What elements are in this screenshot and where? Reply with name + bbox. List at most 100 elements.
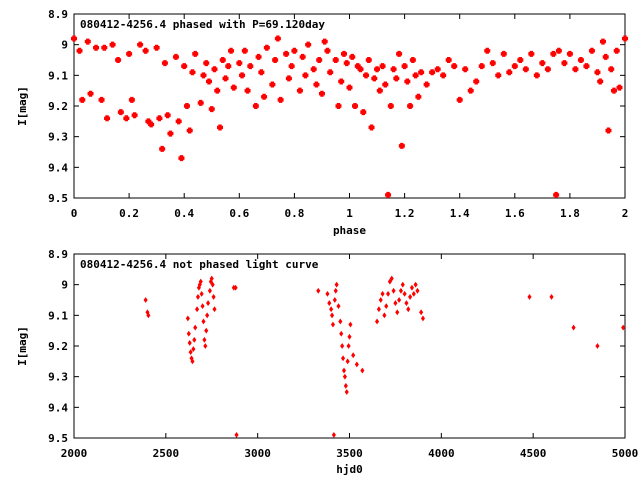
data-point: [385, 191, 392, 198]
data-point: [354, 361, 359, 368]
x-tick-label: 4000: [428, 447, 455, 460]
data-point: [329, 306, 334, 313]
data-point: [321, 38, 328, 45]
data-point: [544, 66, 551, 73]
data-point: [161, 60, 168, 67]
data-point: [374, 66, 381, 73]
x-tick-label: 1.8: [560, 207, 580, 220]
data-point: [550, 50, 557, 57]
data-point: [605, 127, 612, 134]
data-point: [478, 63, 485, 70]
data-point: [204, 327, 209, 334]
x-tick-label: 0.2: [119, 207, 139, 220]
data-point: [167, 130, 174, 137]
data-point: [393, 300, 398, 306]
data-point: [571, 324, 576, 331]
data-point: [382, 81, 389, 88]
data-point: [577, 57, 584, 63]
data-point: [340, 343, 345, 349]
data-point: [393, 75, 400, 82]
data-point: [368, 124, 375, 131]
data-point: [352, 103, 359, 109]
x-tick-label: 0.4: [174, 207, 194, 220]
data-point: [363, 72, 370, 79]
data-point: [402, 290, 407, 297]
data-point: [413, 281, 418, 288]
data-point: [376, 87, 383, 94]
data-point: [200, 303, 205, 310]
y-axis-label: I[mag]: [16, 326, 29, 366]
data-point: [343, 382, 348, 389]
data-point: [599, 38, 606, 45]
data-point: [539, 60, 546, 67]
y-tick-label: 9.1: [48, 69, 68, 82]
x-tick-label: 2: [622, 207, 629, 220]
data-point: [495, 72, 502, 79]
data-point: [186, 127, 193, 134]
data-point: [429, 69, 436, 76]
data-point: [412, 72, 419, 79]
data-point: [325, 290, 330, 297]
data-point: [197, 99, 204, 106]
data-point: [241, 47, 248, 54]
data-point: [500, 50, 507, 57]
data-point: [382, 312, 387, 319]
data-point: [164, 112, 171, 119]
y-tick-label: 9.3: [48, 371, 68, 384]
data-point: [371, 75, 378, 82]
data-point: [445, 57, 452, 63]
data-point: [380, 290, 385, 297]
data-point: [506, 69, 513, 76]
data-point: [178, 155, 185, 162]
data-point: [621, 324, 626, 331]
data-point: [489, 60, 496, 67]
data-point: [153, 44, 160, 51]
data-point: [255, 53, 262, 60]
data-point: [588, 47, 595, 54]
data-point: [406, 306, 411, 313]
data-point: [316, 287, 321, 294]
data-point: [79, 96, 86, 103]
data-point: [181, 63, 188, 70]
data-point: [205, 312, 210, 319]
data-point: [378, 297, 383, 303]
data-point: [340, 50, 347, 57]
y-axis-label: I[mag]: [16, 86, 29, 126]
data-point: [408, 294, 413, 300]
data-point: [193, 324, 198, 331]
data-point: [146, 312, 151, 319]
data-point: [200, 72, 207, 79]
data-point: [84, 38, 91, 45]
data-point: [217, 124, 224, 131]
x-tick-label: 3500: [336, 447, 363, 460]
data-point: [357, 66, 364, 73]
data-point: [202, 336, 207, 343]
data-point: [109, 41, 116, 48]
data-point: [291, 47, 298, 54]
data-point: [98, 96, 105, 103]
data-point: [561, 60, 568, 67]
data-point: [389, 275, 394, 282]
x-tick-label: 1.4: [450, 207, 470, 220]
data-point: [386, 290, 391, 297]
data-point: [126, 50, 133, 57]
data-point: [610, 87, 617, 94]
data-point: [87, 90, 94, 97]
data-point: [210, 281, 215, 288]
data-point: [247, 63, 254, 70]
data-point: [365, 57, 372, 63]
data-point: [214, 87, 221, 94]
data-point: [239, 72, 246, 79]
data-point: [341, 367, 347, 374]
data-point: [285, 75, 292, 82]
data-point: [594, 69, 601, 76]
data-point: [351, 352, 356, 359]
data-point: [211, 294, 216, 300]
data-point: [288, 63, 295, 70]
data-point: [332, 297, 337, 303]
data-point: [327, 300, 332, 306]
data-point: [191, 346, 196, 352]
data-point: [398, 287, 403, 294]
data-point: [398, 142, 405, 149]
data-point: [511, 63, 518, 70]
